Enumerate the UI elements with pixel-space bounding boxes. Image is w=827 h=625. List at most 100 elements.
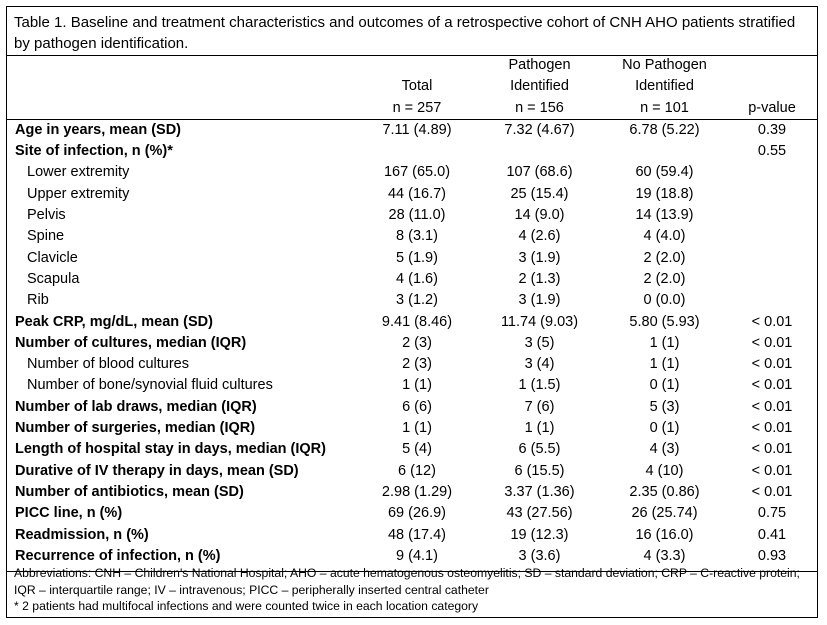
table-row: Recurrence of infection, n (%) 9 (4.1) 3 (… [7, 546, 817, 567]
p-value-cell: < 0.01 [751, 420, 793, 437]
total-cell: 48 (17.4) [387, 526, 447, 543]
table-row: Length of hospital stay in days, median … [7, 439, 817, 460]
total-cell: 28 (11.0) [388, 207, 446, 224]
no-pathogen-identified-cell: 4 (4.0) [643, 228, 686, 245]
table-row: Peak CRP, mg/dL, mean (SD) 9.41 (8.46) 11.… [7, 312, 817, 333]
total-cell [357, 141, 477, 162]
data-table: Pathogen No Pathogen Total Identified Id… [7, 55, 817, 567]
total-cell: 1 (1) [402, 377, 432, 394]
table-row: Number of antibiotics, mean (SD) 2.98 (1.… [7, 482, 817, 503]
p-value-cell [727, 248, 817, 269]
total-cell: 5 (1.9) [396, 249, 438, 266]
p-value-cell [727, 290, 817, 311]
no-pathogen-identified-cell: 19 (18.8) [635, 185, 694, 202]
header-row-1: Pathogen No Pathogen [7, 55, 817, 76]
table-row: Scapula 4 (1.6) 2 (1.3) 2 (2.0) [7, 269, 817, 290]
row-label: Durative of IV therapy in days, mean (SD… [15, 462, 299, 479]
no-pathogen-identified-cell: 5 (3) [649, 398, 680, 415]
row-label: Upper extremity [27, 185, 130, 202]
p-value-cell [727, 269, 817, 290]
table-frame: Table 1. Baseline and treatment characte… [6, 6, 818, 618]
table-notes: Abbreviations: CNH – Children's National… [14, 565, 814, 615]
pathogen-identified-cell: 1 (1.5) [518, 377, 561, 394]
header-cell: Pathogen [508, 57, 571, 74]
total-cell: 2 (3) [402, 356, 432, 373]
p-value-cell: < 0.01 [751, 356, 793, 373]
table-row: Number of cultures, median (IQR) 2 (3) 3 (… [7, 333, 817, 354]
pathogen-identified-cell: 3 (5) [524, 334, 555, 351]
header-cell: Identified [635, 78, 694, 95]
pathogen-identified-cell: 3 (1.9) [518, 249, 561, 266]
row-label: Pelvis [27, 207, 66, 224]
row-label: Spine [27, 228, 65, 245]
table-row: Site of infection, n (%)* 0.55 [7, 141, 817, 162]
table-row: Upper extremity 44 (16.7) 25 (15.4) 19 (18.… [7, 184, 817, 205]
row-label: Number of bone/synovial fluid cultures [27, 377, 273, 394]
header-cell: n = 156 [515, 99, 564, 116]
header-cell [7, 98, 357, 120]
row-label: Length of hospital stay in days, median … [15, 441, 326, 458]
p-value-cell: < 0.01 [751, 483, 793, 500]
pathogen-identified-cell: 3 (4) [524, 356, 555, 373]
no-pathogen-identified-cell [602, 141, 727, 162]
table-row: Number of surgeries, median (IQR) 1 (1) 1 … [7, 418, 817, 439]
row-label: Rib [27, 292, 49, 309]
p-value-cell: < 0.01 [751, 313, 793, 330]
row-label: Peak CRP, mg/dL, mean (SD) [15, 313, 213, 330]
total-cell: 4 (1.6) [396, 270, 438, 287]
header-cell: p-value [748, 99, 796, 116]
p-value-cell: < 0.01 [751, 334, 793, 351]
total-cell: 6 (12) [398, 462, 436, 479]
notes-divider [7, 571, 817, 572]
no-pathogen-identified-cell: 2 (2.0) [643, 270, 686, 287]
pathogen-identified-cell: 19 (12.3) [510, 526, 569, 543]
row-label: Number of antibiotics, mean (SD) [15, 483, 244, 500]
total-cell: 44 (16.7) [387, 185, 447, 202]
table-caption: Table 1. Baseline and treatment characte… [14, 14, 796, 52]
row-label: Number of surgeries, median (IQR) [15, 420, 256, 437]
header-cell: Identified [510, 78, 569, 95]
p-value-cell: 0.55 [757, 143, 787, 160]
table-row: Pelvis 28 (11.0) 14 (9.0) 14 (13.9) [7, 205, 817, 226]
no-pathogen-identified-cell: 2 (2.0) [643, 249, 686, 266]
header-cell [357, 55, 477, 76]
table-row: Readmission, n (%) 48 (17.4) 19 (12.3) 16 (… [7, 525, 817, 546]
row-label: Scapula [27, 270, 80, 287]
header-cell [7, 76, 357, 97]
pathogen-identified-cell: 107 (68.6) [506, 164, 573, 181]
pathogen-identified-cell: 3 (1.9) [518, 292, 561, 309]
header-cell [727, 55, 817, 76]
pathogen-identified-cell: 6 (15.5) [514, 462, 565, 479]
p-value-cell: < 0.01 [751, 398, 793, 415]
p-value-cell: 0.41 [757, 526, 787, 543]
no-pathogen-identified-cell: 26 (25.74) [631, 505, 698, 522]
row-label: Number of lab draws, median (IQR) [15, 398, 257, 415]
p-value-cell [727, 162, 817, 183]
header-cell: No Pathogen [622, 57, 707, 74]
total-cell: 9.41 (8.46) [381, 313, 453, 330]
table-row: Durative of IV therapy in days, mean (SD… [7, 461, 817, 482]
row-label: PICC line, n (%) [15, 505, 123, 522]
header-cell: n = 101 [640, 99, 689, 116]
p-value-cell [727, 184, 817, 205]
row-label: Lower extremity [27, 164, 130, 181]
pathogen-identified-cell: 4 (2.6) [518, 228, 561, 245]
header-cell: n = 257 [392, 99, 442, 116]
row-label: Number of blood cultures [27, 356, 189, 373]
row-label: Number of cultures, median (IQR) [15, 334, 247, 351]
no-pathogen-identified-cell: 4 (10) [645, 462, 684, 479]
no-pathogen-identified-cell: 0 (1) [649, 377, 680, 394]
total-cell: 6 (6) [402, 398, 432, 415]
row-label: Age in years, mean (SD) [15, 121, 181, 138]
footnote: * 2 patients had multifocal infections a… [14, 599, 479, 613]
row-label: Recurrence of infection, n (%) [15, 547, 221, 564]
total-cell: 3 (1.2) [396, 292, 438, 309]
pathogen-identified-cell: 14 (9.0) [514, 207, 565, 224]
pathogen-identified-cell: 11.74 (9.03) [500, 313, 579, 330]
p-value-cell: 0.93 [757, 547, 787, 564]
no-pathogen-identified-cell: 1 (1) [649, 334, 680, 351]
total-cell: 69 (26.9) [387, 505, 447, 522]
pathogen-identified-cell: 1 (1) [524, 420, 555, 437]
p-value-cell: < 0.01 [751, 377, 793, 394]
total-cell: 9 (4.1) [396, 547, 438, 564]
